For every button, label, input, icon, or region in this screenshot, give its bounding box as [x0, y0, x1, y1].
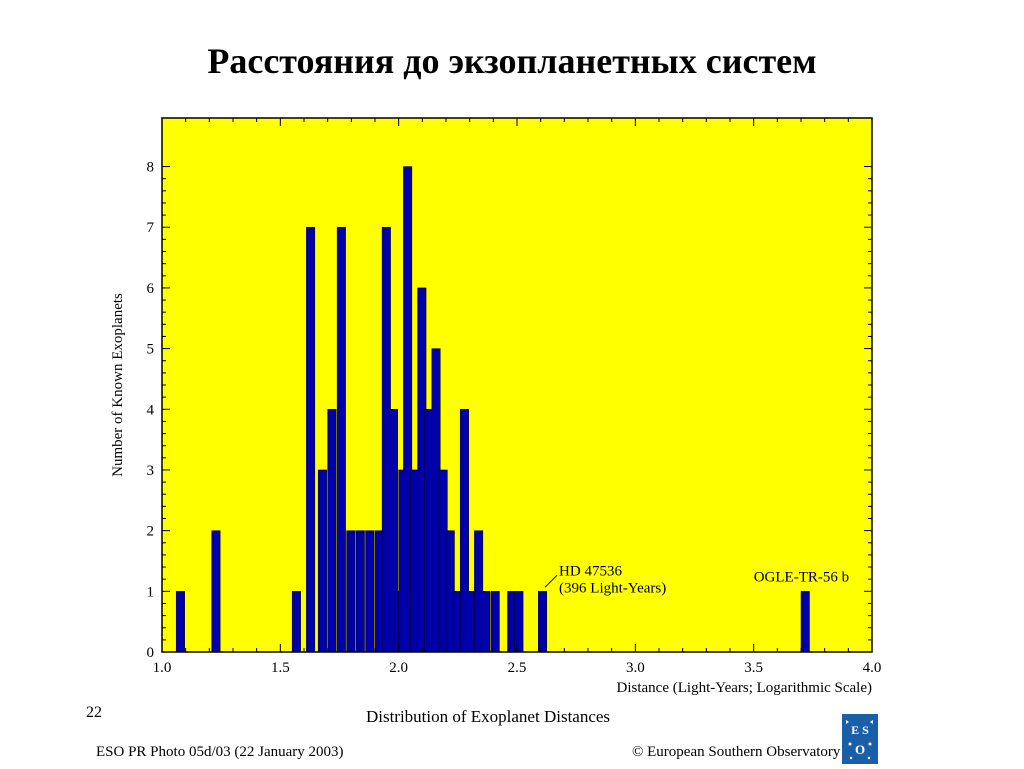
annotation-0-line-1: (396 Light-Years)	[559, 580, 666, 596]
y-tick-label-1: 1	[147, 584, 155, 600]
x-axis-label: Distance (Light-Years; Logarithmic Scale…	[617, 680, 872, 696]
y-tick-label-0: 0	[147, 645, 155, 661]
y-tick-label-2: 2	[147, 524, 155, 540]
annotations-group: HD 47536(396 Light-Years) OGLE-TR-56 b	[544, 563, 849, 596]
bar-7	[346, 530, 356, 653]
bar-8	[355, 530, 365, 653]
x-tick-label-4: 3.0	[626, 660, 645, 676]
slide-number: 22	[86, 704, 102, 721]
plot-background	[162, 118, 872, 652]
x-tick-label-6: 4.0	[863, 660, 882, 676]
bar-30	[538, 591, 548, 653]
x-tick-label-2: 2.0	[389, 660, 408, 676]
plot-frame	[161, 117, 873, 653]
y-tick-label-5: 5	[147, 342, 155, 358]
y-axis-label: Number of Known Exoplanets	[110, 293, 126, 477]
svg-text:E S: E S	[851, 723, 869, 737]
y-tick-label-7: 7	[147, 220, 155, 236]
copyright-notice: © European Southern Observatory	[632, 744, 841, 760]
y-tick-label-6: 6	[147, 281, 155, 297]
bar-3	[306, 226, 316, 653]
bar-29	[514, 591, 524, 653]
bar-6	[336, 226, 346, 653]
tick-labels-group: 1.0 1.5 2.0 2.5 3.0 3.5 4.0 0 1 2 3 4 5 6 7 8	[147, 160, 882, 676]
bar-27	[490, 591, 500, 653]
y-tick-label-3: 3	[147, 463, 155, 479]
bar-26	[481, 591, 491, 653]
annotation-leader-0	[544, 574, 558, 588]
bar-5	[327, 409, 337, 653]
slide-title: Расстояния до экзопланетных систем	[207, 41, 817, 81]
eso-logo-graphic: E S O	[842, 714, 878, 764]
x-tick-label-5: 3.5	[744, 660, 763, 676]
x-tick-label-3: 2.5	[508, 660, 527, 676]
bar-1	[211, 530, 221, 653]
svg-text:O: O	[855, 742, 865, 757]
bar-0	[175, 591, 185, 653]
bar-2	[291, 591, 301, 653]
y-tick-label-8: 8	[147, 160, 155, 176]
bar-9	[365, 530, 375, 653]
bar-4	[317, 469, 327, 653]
x-tick-label-0: 1.0	[153, 660, 172, 676]
chart-title: Distribution of Exoplanet Distances	[366, 707, 610, 726]
y-tick-label-4: 4	[147, 402, 155, 418]
annotation-0-line-0: HD 47536	[559, 563, 622, 579]
annotation-1-line-0: OGLE-TR-56 b	[754, 569, 849, 585]
bar-31	[800, 591, 810, 653]
photo-credit: ESO PR Photo 05d/03 (22 January 2003)	[96, 744, 344, 760]
x-tick-label-1: 1.5	[271, 660, 290, 676]
eso-logo: E S O	[842, 714, 878, 764]
